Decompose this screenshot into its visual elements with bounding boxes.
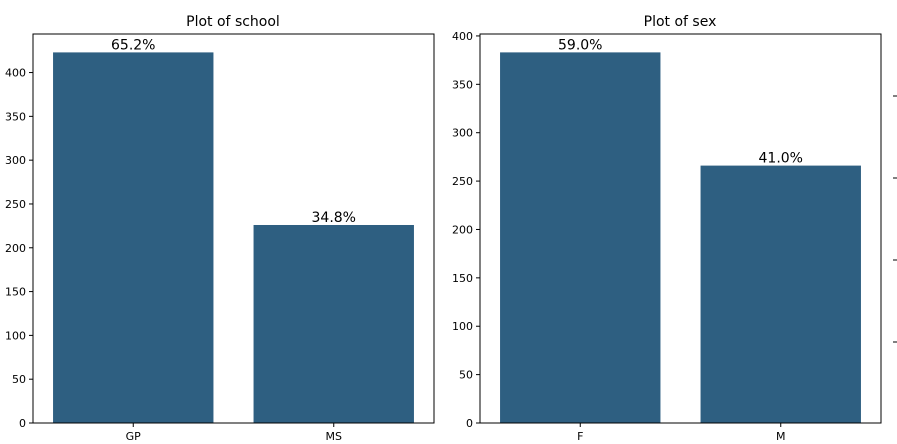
bar-gp [53, 52, 214, 423]
bar-ms [253, 224, 414, 423]
y-tick-label: 350 [5, 110, 26, 123]
bar-group: 65.2% 34.8% [53, 37, 414, 423]
y-axis: 0 50 100 150 200 250 300 350 400 [5, 67, 33, 430]
clipped-third-plot-ticks [893, 95, 897, 343]
bar-m [700, 165, 861, 423]
y-tick-label: 150 [5, 286, 26, 299]
plot-frame [479, 33, 882, 424]
plot-sex: Plot of sex 59.0% 41.0% 0 50 100 150 200 250 30… [452, 14, 882, 443]
chart-title: Plot of school [186, 14, 280, 30]
y-tick-label: 350 [452, 78, 473, 91]
y-axis: 0 50 100 150 200 250 300 350 400 [452, 30, 480, 430]
data-label: 59.0% [558, 37, 602, 53]
y-tick-label: 150 [452, 272, 473, 285]
x-tick-label: F [577, 430, 583, 443]
data-label: 65.2% [111, 37, 155, 53]
y-tick-label: 250 [5, 198, 26, 211]
plot-school: Plot of school 65.2% 34.8% 0 50 100 150 200 25… [5, 14, 435, 443]
x-tick-label: M [776, 430, 786, 443]
y-tick-label: 400 [452, 30, 473, 43]
y-tick-label: 300 [5, 154, 26, 167]
data-label: 34.8% [312, 210, 356, 226]
y-tick-label: 250 [452, 175, 473, 188]
y-tick-label: 300 [452, 127, 473, 140]
y-tick-label: 100 [5, 329, 26, 342]
y-tick-label: 200 [452, 223, 473, 236]
bar-f [500, 52, 661, 424]
plot-frame [32, 33, 435, 424]
y-tick-label: 50 [459, 369, 473, 382]
x-tick-label: MS [326, 430, 342, 443]
chart-title: Plot of sex [644, 14, 717, 30]
y-tick-label: 400 [5, 67, 26, 80]
bar-group: 59.0% 41.0% [500, 37, 861, 424]
y-tick-label: 0 [19, 417, 26, 430]
y-tick-label: 200 [5, 242, 26, 255]
y-tick-label: 100 [452, 320, 473, 333]
x-axis: GP MS [126, 423, 342, 443]
x-tick-label: GP [126, 430, 142, 443]
y-tick-label: 0 [466, 417, 473, 430]
y-tick-label: 50 [12, 373, 26, 386]
data-label: 41.0% [759, 151, 803, 167]
